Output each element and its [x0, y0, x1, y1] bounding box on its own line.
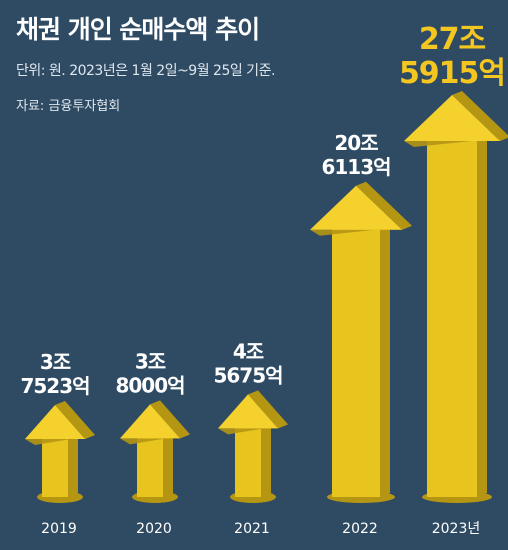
x-tick-label: 2020: [136, 521, 172, 537]
arrow-shaft-side: [68, 433, 78, 497]
arrow-head-under: [310, 225, 412, 236]
arrow-head-under: [25, 435, 95, 445]
arrow-shaft: [137, 436, 163, 497]
arrow-head-under: [120, 434, 190, 445]
arrow-head-side: [356, 181, 412, 230]
arrow-shaft: [427, 139, 477, 497]
arrow-head: [120, 404, 180, 439]
arrow-head-under: [404, 137, 508, 147]
data-label: 5675억: [213, 363, 282, 387]
arrow-shaft-side: [163, 432, 173, 497]
data-label: 4조: [233, 339, 264, 363]
data-label: 27조: [419, 22, 486, 57]
data-label: 6113억: [321, 155, 390, 179]
arrow-shaft-side: [261, 422, 271, 497]
arrow-head: [310, 185, 402, 230]
arrow-shaft: [235, 426, 261, 497]
bar-arrow-3: [218, 390, 288, 503]
arrow-head-side: [248, 390, 288, 429]
source-note: 자료: 금융투자협회: [16, 99, 121, 114]
data-label: 8000억: [115, 373, 184, 397]
arrow-shaft-side: [477, 135, 487, 497]
arrow-head-side: [55, 401, 95, 439]
arrow-head: [25, 405, 85, 439]
data-label: 3조: [40, 350, 71, 374]
data-label: 7523억: [20, 374, 89, 398]
x-tick-label: 2021: [234, 521, 270, 537]
chart-title: 채권 개인 순매수액 추이: [16, 15, 260, 44]
bar-arrow-1: [25, 401, 95, 503]
data-label: 5915억: [399, 56, 505, 91]
unit-note: 단위: 원. 2023년은 1월 2일~9월 25일 기준.: [16, 63, 275, 79]
data-label: 3조: [135, 349, 166, 373]
arrow-shaft: [42, 437, 68, 497]
arrow-head-side: [150, 400, 190, 439]
data-label: 20조: [334, 131, 378, 155]
arrow-head-under: [218, 424, 288, 435]
arrow-shaft: [332, 227, 380, 497]
arrow-head: [218, 394, 278, 429]
x-tick-label: 2019: [41, 521, 77, 537]
arrow-head-side: [452, 91, 508, 141]
bar-arrow-2: [120, 400, 190, 503]
bar-arrow-4: [310, 181, 412, 503]
bar-arrow-5: [404, 91, 508, 503]
x-tick-label: 2023년: [432, 521, 481, 537]
arrow-head: [404, 95, 500, 141]
arrow-shaft-side: [380, 223, 390, 497]
x-tick-label: 2022: [342, 521, 378, 537]
